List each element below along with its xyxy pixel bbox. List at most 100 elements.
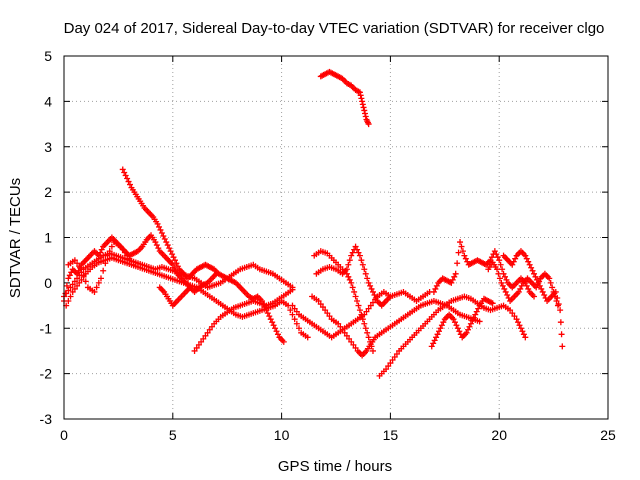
data-point [360, 104, 367, 111]
data-point [369, 299, 376, 306]
data-point [296, 325, 303, 332]
data-point [157, 226, 164, 233]
data-point [515, 319, 522, 326]
data-point [291, 305, 298, 312]
data-point [208, 323, 215, 330]
data-point [462, 255, 469, 262]
data-point [507, 307, 514, 314]
data-point [451, 273, 458, 280]
x-tick-label: 10 [274, 427, 290, 443]
data-point [121, 249, 128, 256]
data-point [531, 270, 538, 277]
data-point [349, 249, 356, 256]
data-point [369, 347, 376, 354]
data-point [69, 288, 76, 295]
x-tick-label: 15 [383, 427, 399, 443]
data-point [71, 285, 78, 292]
data-point [428, 343, 435, 350]
data-point [204, 329, 211, 336]
data-point [430, 340, 437, 347]
data-point [364, 329, 371, 336]
data-point [361, 311, 368, 318]
series-track-8 [309, 293, 483, 359]
data-point [173, 260, 180, 267]
data-point [510, 258, 517, 265]
data-point [391, 353, 398, 360]
data-point [119, 166, 126, 173]
y-tick-label: 5 [44, 48, 52, 64]
data-point [352, 344, 359, 351]
data-point [437, 325, 444, 332]
series-track-17 [317, 68, 372, 128]
data-point [65, 298, 72, 305]
data-point [166, 245, 173, 252]
data-point [509, 261, 516, 268]
data-point [273, 328, 280, 335]
data-point [264, 310, 271, 317]
data-point [532, 273, 539, 280]
data-point [459, 248, 466, 255]
data-point [356, 89, 363, 96]
data-point [359, 261, 366, 268]
data-point [346, 276, 353, 283]
data-point [519, 328, 526, 335]
data-point [119, 246, 126, 253]
data-point [267, 316, 274, 323]
data-point [280, 338, 287, 345]
data-point [538, 285, 545, 292]
data-point [498, 279, 505, 286]
data-point [97, 275, 104, 282]
data-point [449, 276, 456, 283]
data-point [354, 298, 361, 305]
data-point [127, 181, 134, 188]
data-point [67, 293, 74, 300]
data-point [358, 257, 365, 264]
data-point [65, 287, 72, 294]
data-point [469, 317, 476, 324]
data-point [555, 301, 562, 308]
data-point [511, 313, 518, 320]
data-point [529, 267, 536, 274]
y-tick-label: 3 [44, 139, 52, 155]
data-point [364, 275, 371, 282]
data-point [539, 288, 546, 295]
data-point [289, 286, 296, 293]
data-point [287, 307, 294, 314]
data-point [536, 282, 543, 289]
series-track-10 [313, 243, 394, 309]
data-point [515, 288, 522, 295]
data-point [270, 322, 277, 329]
x-tick-label: 25 [600, 427, 616, 443]
data-point [453, 322, 460, 329]
data-point [368, 285, 375, 292]
data-point [493, 251, 500, 258]
data-point [522, 334, 529, 341]
data-point [67, 284, 74, 291]
data-point [552, 288, 559, 295]
data-point [496, 257, 503, 264]
data-point [494, 266, 501, 273]
data-point [74, 260, 81, 267]
x-tick-label: 0 [60, 427, 68, 443]
data-point [491, 248, 498, 255]
data-point [517, 325, 524, 332]
data-point [502, 288, 509, 295]
data-point [513, 316, 520, 323]
data-point [293, 308, 300, 315]
data-point [357, 92, 364, 99]
data-point [541, 291, 548, 298]
x-tick-label: 5 [169, 427, 177, 443]
data-point [430, 288, 437, 295]
data-point [499, 266, 506, 273]
data-point [343, 332, 350, 339]
data-point [348, 338, 355, 345]
data-point [289, 311, 296, 318]
data-point [465, 326, 472, 333]
data-point [171, 257, 178, 264]
data-point [63, 282, 70, 289]
data-point [361, 266, 368, 273]
data-point [202, 332, 209, 339]
data-point [206, 326, 213, 333]
data-point [346, 335, 353, 342]
plot-frame [63, 55, 609, 420]
